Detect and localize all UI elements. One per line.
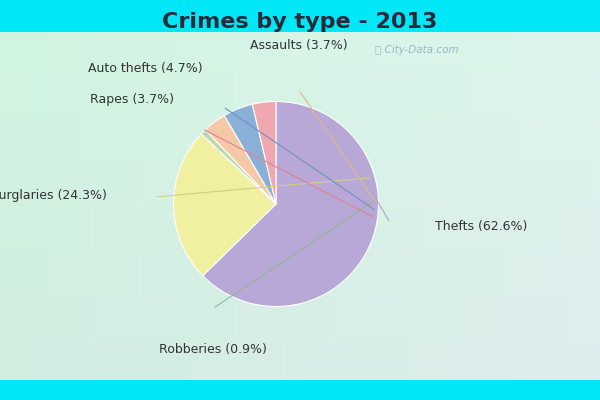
Text: Rapes (3.7%): Rapes (3.7%) xyxy=(89,93,173,106)
Text: Assaults (3.7%): Assaults (3.7%) xyxy=(250,39,347,52)
Wedge shape xyxy=(253,102,276,204)
Wedge shape xyxy=(201,130,276,204)
Wedge shape xyxy=(173,134,276,276)
Wedge shape xyxy=(203,102,379,306)
Text: Thefts (62.6%): Thefts (62.6%) xyxy=(435,220,527,233)
Text: ⓘ City-Data.com: ⓘ City-Data.com xyxy=(375,45,458,55)
Text: Auto thefts (4.7%): Auto thefts (4.7%) xyxy=(88,62,202,75)
Wedge shape xyxy=(205,116,276,204)
Text: Robberies (0.9%): Robberies (0.9%) xyxy=(158,343,266,356)
Text: Crimes by type - 2013: Crimes by type - 2013 xyxy=(163,12,437,32)
Wedge shape xyxy=(224,104,276,204)
Text: Burglaries (24.3%): Burglaries (24.3%) xyxy=(0,189,107,202)
